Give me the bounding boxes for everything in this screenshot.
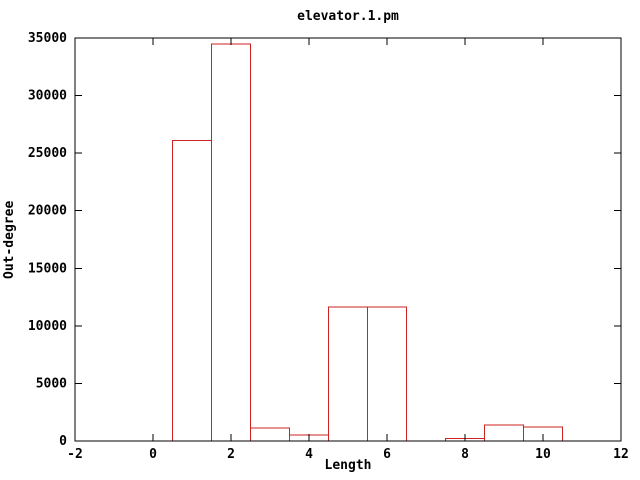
chart-title: elevator.1.pm bbox=[297, 9, 399, 24]
bar bbox=[484, 424, 524, 442]
y-tick-label: 0 bbox=[59, 434, 67, 449]
x-axis-label: Length bbox=[324, 458, 372, 473]
x-tick-label: 2 bbox=[227, 447, 235, 462]
y-tick-label: 20000 bbox=[28, 204, 67, 219]
x-tick-label: 8 bbox=[461, 447, 469, 462]
x-tick-label: -2 bbox=[67, 447, 83, 462]
bar bbox=[328, 306, 368, 442]
x-tick-label: 0 bbox=[149, 447, 157, 462]
y-tick-label: 30000 bbox=[28, 89, 67, 104]
x-tick-label: 12 bbox=[613, 447, 629, 462]
y-tick-label: 10000 bbox=[28, 319, 67, 334]
bar bbox=[172, 140, 212, 442]
x-tick-label: 6 bbox=[383, 447, 391, 462]
bar bbox=[250, 427, 290, 442]
x-tick-label: 10 bbox=[535, 447, 551, 462]
y-tick-label: 15000 bbox=[28, 261, 67, 276]
x-tick-label: 4 bbox=[305, 447, 313, 462]
y-tick-label: 25000 bbox=[28, 146, 67, 161]
bar bbox=[367, 306, 407, 442]
y-tick-label: 35000 bbox=[28, 31, 67, 46]
plot-border bbox=[74, 37, 622, 442]
y-tick-label: 5000 bbox=[36, 376, 67, 391]
bar bbox=[211, 43, 251, 442]
